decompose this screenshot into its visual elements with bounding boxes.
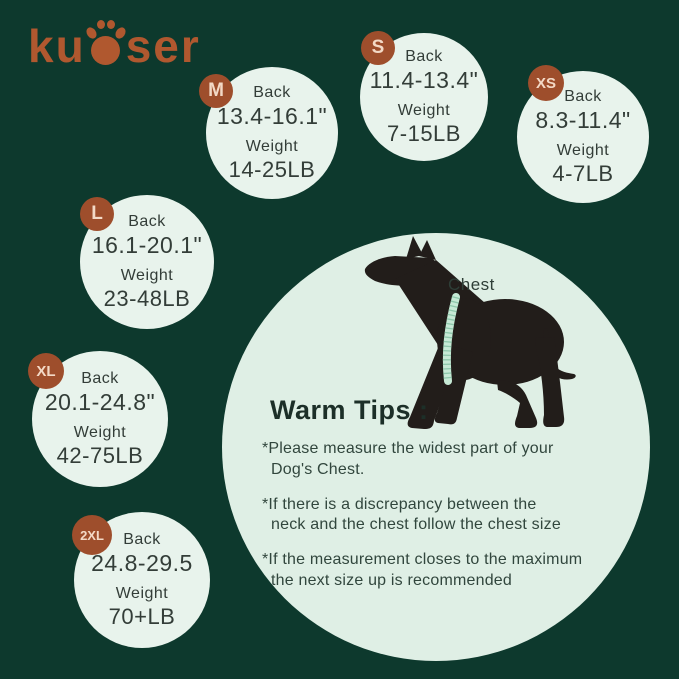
back-range: 16.1-20.1" [91, 231, 203, 258]
paw-toe-icon [106, 20, 115, 29]
weight-range: 70+LB [108, 603, 176, 629]
brand-logo-text-prefix: ku [28, 20, 86, 73]
back-label: Back [81, 369, 119, 387]
weight-label: Weight [115, 584, 169, 602]
tip-line: Dog's Chest. [271, 460, 365, 478]
warm-tips-title: Warm Tips : [270, 395, 429, 425]
tip-item: *If the measurement closes to the maximu… [262, 550, 592, 592]
back-range: 24.8-29.5 [91, 549, 193, 576]
paw-pad-icon [90, 36, 120, 65]
weight-range: 14-25LB [228, 156, 316, 182]
brand-logo-text-suffix: ser [125, 20, 201, 73]
size-badge-s: S [361, 31, 395, 65]
paw-icon [84, 20, 128, 66]
size-badge-l: L [80, 197, 114, 231]
back-label: Back [253, 83, 291, 101]
tip-line: *Please measure the widest part of your [262, 440, 554, 457]
weight-label: Weight [73, 423, 127, 441]
tip-item: *Please measure the widest part of your … [262, 439, 592, 481]
chest-label: Chest [448, 275, 495, 294]
warm-tips-list: *Please measure the widest part of your … [262, 439, 592, 606]
brand-logo: ku ser [28, 20, 201, 73]
weight-range: 4-7LB [552, 160, 614, 186]
size-circle-xl: XL Back 20.1-24.8" Weight 42-75LB [28, 351, 168, 487]
back-label: Back [123, 530, 161, 548]
size-circle-l: L Back 16.1-20.1" Weight 23-48LB [80, 195, 214, 329]
paw-toe-icon [96, 20, 105, 29]
back-range: 8.3-11.4" [535, 106, 631, 133]
back-label: Back [405, 47, 443, 65]
weight-range: 42-75LB [56, 442, 144, 468]
back-range: 13.4-16.1" [216, 102, 328, 129]
weight-label: Weight [120, 266, 174, 284]
size-circle-2xl: 2XL Back 24.8-29.5 Weight 70+LB [72, 512, 210, 648]
tip-line: the next size up is recommended [271, 571, 512, 589]
weight-label: Weight [556, 141, 610, 159]
tip-line: *If there is a discrepancy between the [262, 495, 537, 513]
measure-guide-circle: Chest Warm Tips : *Please measure the wi… [222, 233, 650, 661]
size-badge-2xl: 2XL [72, 515, 112, 555]
weight-label: Weight [397, 101, 451, 119]
tip-line: *If the measurement closes to the maximu… [262, 551, 583, 569]
size-badge-xl: XL [28, 353, 64, 389]
back-range: 20.1-24.8" [44, 388, 156, 415]
size-badge-m: M [199, 74, 233, 108]
tip-line: neck and the chest follow the chest size [271, 516, 561, 534]
weight-range: 7-15LB [387, 120, 461, 146]
dog-silhouette [364, 236, 576, 429]
size-circle-xs: XS Back 8.3-11.4" Weight 4-7LB [517, 65, 649, 203]
back-range: 11.4-13.4" [369, 66, 479, 93]
size-circle-s: S Back 11.4-13.4" Weight 7-15LB [360, 31, 488, 161]
weight-label: Weight [245, 137, 299, 155]
back-label: Back [128, 212, 166, 230]
back-label: Back [564, 87, 602, 105]
tip-item: *If there is a discrepancy between the n… [262, 495, 592, 537]
weight-range: 23-48LB [103, 285, 191, 311]
size-badge-xs: XS [528, 65, 564, 101]
size-circle-m: M Back 13.4-16.1" Weight 14-25LB [199, 67, 338, 199]
chest-tape-ticks [442, 295, 460, 382]
